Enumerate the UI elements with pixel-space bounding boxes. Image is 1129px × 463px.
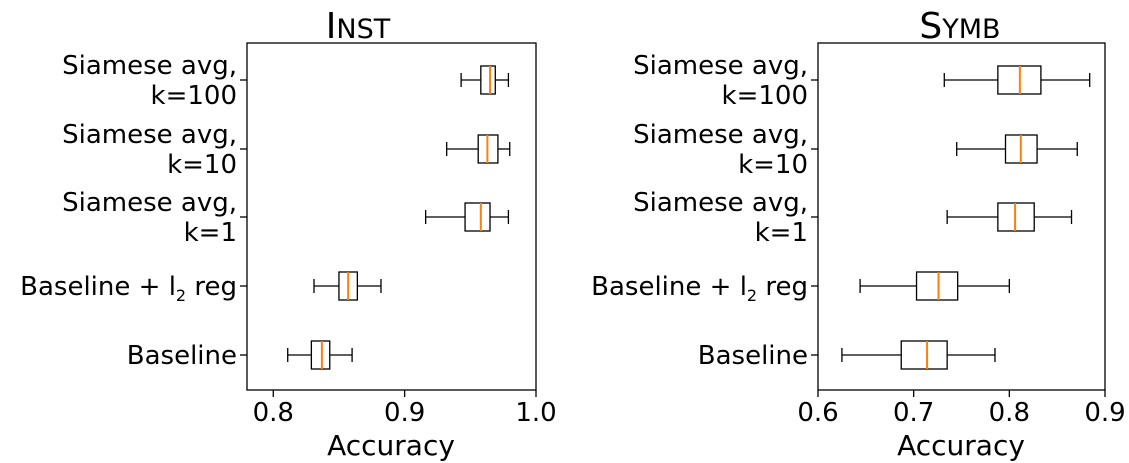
box-inst-0 <box>480 65 496 95</box>
y-tick-label-symb-4: Baseline <box>698 341 808 371</box>
y-tick-label-symb-0: Siamese avg, k=100 <box>633 51 808 111</box>
y-tick-label-inst-1: Siamese avg, k=10 <box>62 120 237 180</box>
x-tick-label-inst-2: 1.0 <box>515 398 556 428</box>
panel-title-symb: SYMB <box>919 6 1000 47</box>
box-inst-4 <box>310 340 331 370</box>
x-axis-label-inst: Accuracy <box>327 429 455 462</box>
x-tick-label-inst-1: 0.9 <box>384 398 425 428</box>
box-symb-3 <box>915 271 959 301</box>
panel-inst: INST 0.8 0.9 1.0 Siamese avg, k=100 Siamese a… <box>20 6 557 462</box>
y-tick-label-inst-2: Siamese avg, k=1 <box>62 188 237 248</box>
x-tick-label-symb-2: 0.8 <box>989 398 1030 428</box>
x-axis-label-symb: Accuracy <box>897 429 1025 462</box>
x-tick-label-inst-0: 0.8 <box>253 398 294 428</box>
box-inst-2 <box>464 202 491 232</box>
panel-symb: SYMB 0.6 0.7 0.8 0.9 Siamese avg, k=100 Siames… <box>591 6 1126 462</box>
y-tick-label-symb-1: Siamese avg, k=10 <box>633 120 808 180</box>
panel-title-inst: INST <box>326 6 391 47</box>
y-tick-label-inst-3: Baseline + l2 reg <box>20 272 237 305</box>
y-tick-label-inst-4: Baseline <box>127 341 237 371</box>
box-symb-4 <box>900 340 948 370</box>
y-tick-label-inst-0: Siamese avg, k=100 <box>62 51 237 111</box>
x-tick-label-symb-0: 0.6 <box>797 398 838 428</box>
x-tick-label-symb-1: 0.7 <box>893 398 934 428</box>
y-tick-label-symb-3: Baseline + l2 reg <box>591 272 808 305</box>
y-tick-label-symb-2: Siamese avg, k=1 <box>633 188 808 248</box>
x-tick-label-symb-3: 0.9 <box>1084 398 1125 428</box>
